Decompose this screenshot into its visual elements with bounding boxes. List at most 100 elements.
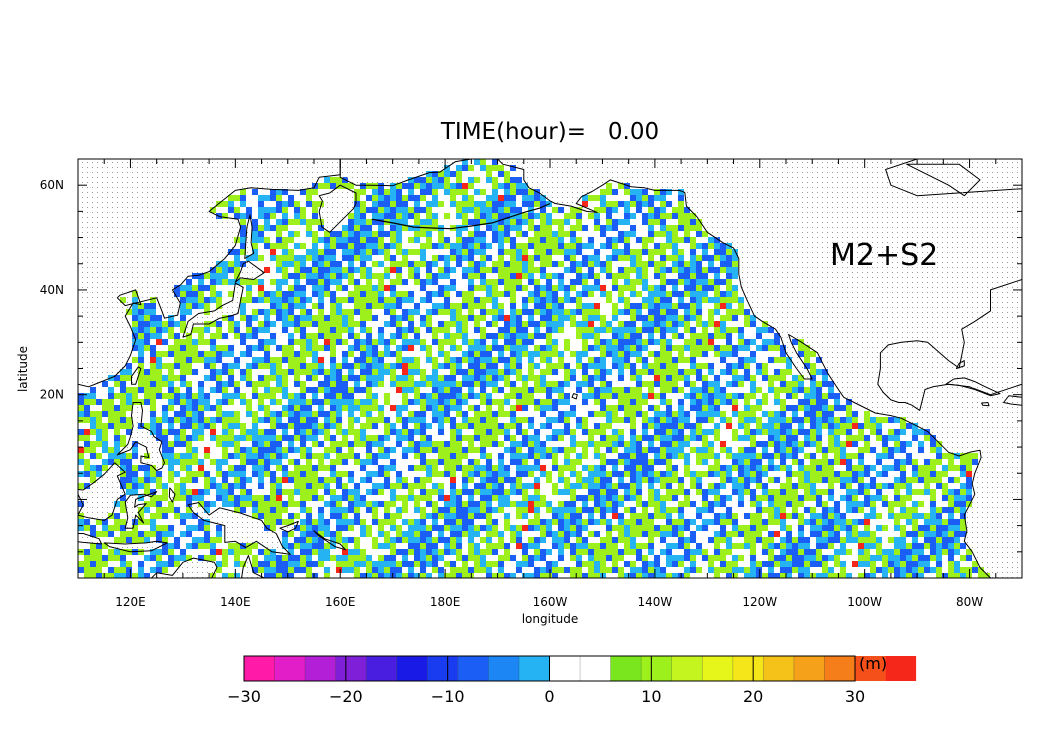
- field-cell: [846, 531, 852, 537]
- field-cell: [612, 273, 618, 279]
- field-cell: [510, 303, 516, 309]
- field-cell: [420, 231, 426, 237]
- field-cell: [660, 411, 666, 417]
- field-cell: [762, 411, 768, 417]
- field-cell: [894, 429, 900, 435]
- field-cell: [396, 345, 402, 351]
- field-cell: [156, 333, 162, 339]
- field-cell: [312, 333, 318, 339]
- field-cell: [498, 459, 504, 465]
- field-cell: [420, 315, 426, 321]
- field-cell: [378, 417, 384, 423]
- field-cell: [942, 465, 948, 471]
- field-cell: [180, 513, 186, 519]
- field-cell: [726, 297, 732, 303]
- field-cell: [426, 435, 432, 441]
- field-cell: [336, 417, 342, 423]
- field-cell: [264, 321, 270, 327]
- field-cell: [900, 441, 906, 447]
- field-cell: [330, 327, 336, 333]
- field-cell: [438, 489, 444, 495]
- field-cell: [180, 423, 186, 429]
- field-cell: [294, 273, 300, 279]
- field-cell: [120, 471, 126, 477]
- field-cell: [366, 387, 372, 393]
- field-cell: [450, 525, 456, 531]
- field-cell: [618, 435, 624, 441]
- field-cell: [420, 381, 426, 387]
- field-cell: [414, 183, 420, 189]
- field-cell: [456, 177, 462, 183]
- field-cell: [960, 453, 966, 459]
- field-cell: [492, 483, 498, 489]
- field-cell: [408, 369, 414, 375]
- field-cell: [720, 537, 726, 543]
- field-cell: [246, 381, 252, 387]
- field-cell: [78, 411, 84, 417]
- field-cell: [90, 387, 96, 393]
- field-cell: [564, 375, 570, 381]
- field-cell: [822, 411, 828, 417]
- field-cell: [672, 453, 678, 459]
- field-cell: [366, 447, 372, 453]
- field-cell: [366, 363, 372, 369]
- field-cell: [234, 483, 240, 489]
- field-cell: [504, 261, 510, 267]
- field-cell: [780, 447, 786, 453]
- field-cell: [420, 507, 426, 513]
- field-cell: [552, 219, 558, 225]
- field-cell: [702, 231, 708, 237]
- field-cell: [276, 297, 282, 303]
- field-cell: [630, 327, 636, 333]
- field-cell: [468, 303, 474, 309]
- field-cell: [906, 513, 912, 519]
- field-cell: [858, 471, 864, 477]
- field-cell: [228, 261, 234, 267]
- field-cell: [900, 507, 906, 513]
- field-cell: [306, 375, 312, 381]
- field-cell: [966, 459, 972, 465]
- field-cell: [258, 393, 264, 399]
- field-cell: [348, 363, 354, 369]
- field-cell: [690, 315, 696, 321]
- field-cell: [804, 399, 810, 405]
- field-cell: [270, 321, 276, 327]
- field-cell: [372, 273, 378, 279]
- field-cell: [624, 339, 630, 345]
- field-cell: [396, 327, 402, 333]
- field-cell: [366, 291, 372, 297]
- field-cell: [204, 507, 210, 513]
- field-cell: [366, 489, 372, 495]
- field-cell: [486, 435, 492, 441]
- field-cell: [372, 381, 378, 387]
- field-cell: [492, 369, 498, 375]
- field-cell: [792, 393, 798, 399]
- field-cell: [378, 357, 384, 363]
- field-cell: [510, 273, 516, 279]
- field-cell: [492, 387, 498, 393]
- field-cell: [336, 513, 342, 519]
- field-cell: [384, 213, 390, 219]
- field-cell: [456, 525, 462, 531]
- field-cell: [648, 285, 654, 291]
- field-cell: [654, 303, 660, 309]
- field-cell: [672, 525, 678, 531]
- field-cell: [852, 501, 858, 507]
- field-cell: [936, 483, 942, 489]
- field-cell: [108, 417, 114, 423]
- field-cell: [696, 507, 702, 513]
- field-cell: [492, 261, 498, 267]
- field-cell: [702, 501, 708, 507]
- field-cell: [414, 225, 420, 231]
- field-cell: [498, 219, 504, 225]
- field-cell: [564, 501, 570, 507]
- field-cell: [780, 345, 786, 351]
- field-cell: [96, 453, 102, 459]
- field-cell: [198, 303, 204, 309]
- field-cell: [498, 465, 504, 471]
- field-cell: [588, 471, 594, 477]
- field-cell: [222, 453, 228, 459]
- field-cell: [234, 333, 240, 339]
- field-cell: [426, 345, 432, 351]
- field-cell: [582, 453, 588, 459]
